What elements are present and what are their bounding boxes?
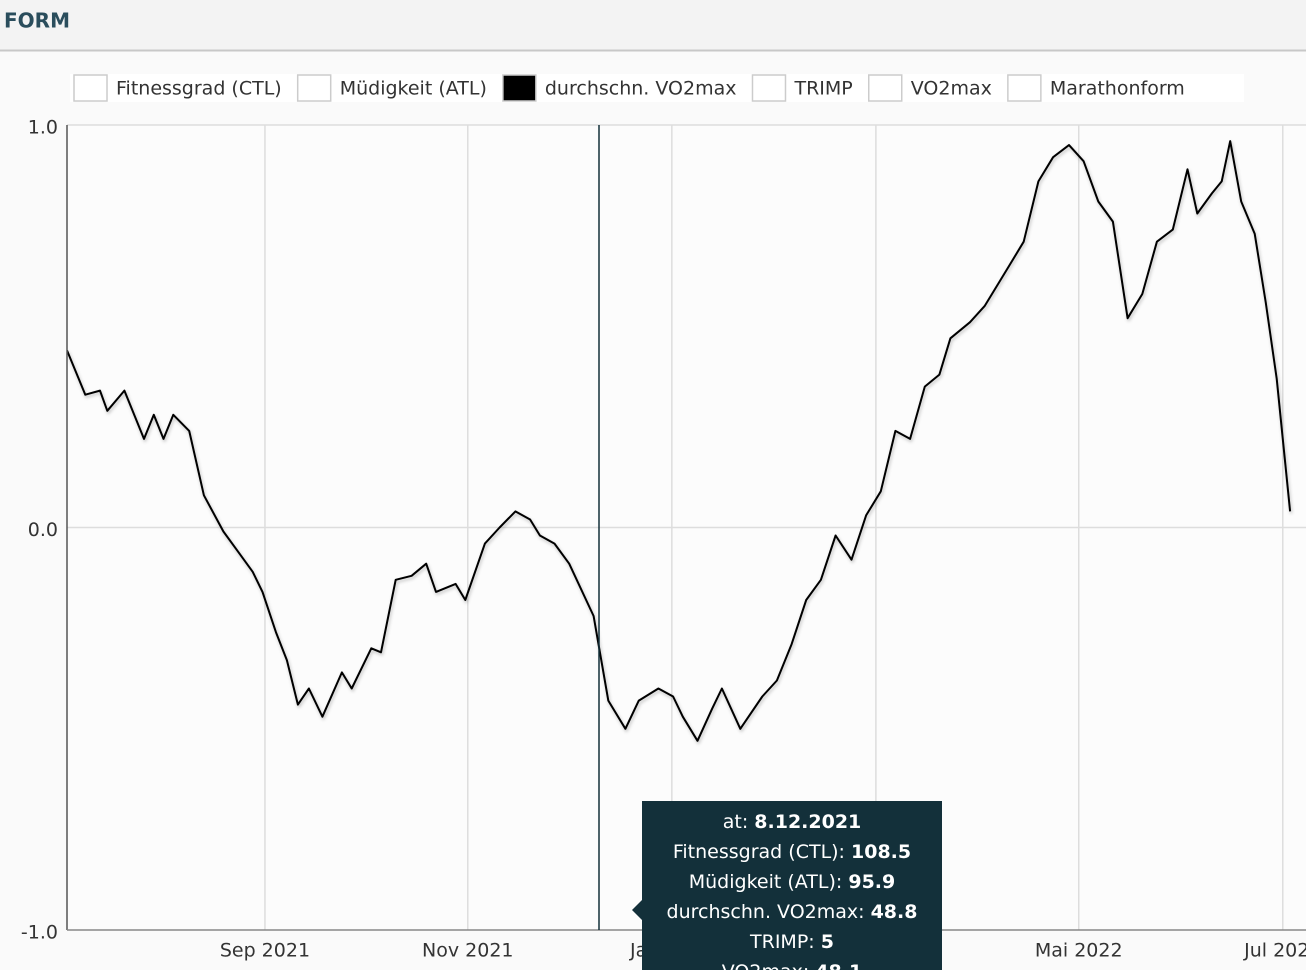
legend-label[interactable]: VO2max	[911, 78, 992, 100]
tooltip-line: durchschn. VO2max: 48.8	[667, 901, 918, 923]
tooltip-line: VO2max: 48.1	[722, 961, 862, 970]
page-title: FORM	[4, 9, 70, 33]
tooltip-value: 8.12.2021	[754, 811, 861, 833]
tooltip: at: 8.12.2021 Fitnessgrad (CTL): 108.5 Müd…	[632, 801, 942, 970]
y-tick-label: 1.0	[28, 117, 58, 139]
tooltip-value: 48.1	[815, 961, 862, 970]
legend-checkbox[interactable]	[502, 74, 537, 102]
tooltip-label: TRIMP:	[749, 931, 815, 953]
legend: Fitnessgrad (CTL) Müdigkeit (ATL) durchsch…	[73, 74, 1185, 102]
y-tick-label: -1.0	[21, 922, 58, 944]
x-tick-label: Jul 2022	[1243, 940, 1306, 962]
legend-checkbox[interactable]	[296, 74, 332, 102]
legend-label[interactable]: Fitnessgrad (CTL)	[116, 78, 282, 100]
legend-bg	[70, 74, 1244, 102]
legend-label[interactable]: durchschn. VO2max	[545, 78, 737, 100]
tooltip-label: VO2max:	[722, 961, 810, 970]
tooltip-value: 108.5	[851, 841, 911, 863]
x-tick-label: Nov 2021	[422, 940, 513, 962]
tooltip-line: Fitnessgrad (CTL): 108.5	[673, 841, 911, 863]
tooltip-label: Müdigkeit (ATL):	[689, 871, 843, 893]
tooltip-line: TRIMP: 5	[749, 931, 834, 953]
tooltip-value: 48.8	[871, 901, 918, 923]
tooltip-value: 5	[821, 931, 834, 953]
tooltip-label: Fitnessgrad (CTL):	[673, 841, 845, 863]
y-tick-label: 0.0	[28, 519, 58, 541]
plot	[67, 140, 1292, 742]
grid	[67, 124, 1306, 930]
x-tick-label: Sep 2021	[220, 940, 310, 962]
tooltip-label: at:	[723, 811, 749, 833]
legend-label[interactable]: Müdigkeit (ATL)	[340, 78, 487, 100]
tooltip-line: Müdigkeit (ATL): 95.9	[689, 871, 896, 893]
tooltip-bg	[642, 801, 942, 970]
legend-checkbox[interactable]	[868, 74, 903, 102]
legend-checkbox[interactable]	[1007, 74, 1042, 102]
legend-label[interactable]: Marathonform	[1050, 78, 1185, 100]
tooltip-label: durchschn. VO2max:	[667, 901, 865, 923]
legend-checkbox[interactable]	[751, 74, 787, 102]
legend-checkbox[interactable]	[73, 74, 108, 102]
x-tick-label: Mai 2022	[1035, 940, 1123, 962]
series-line	[67, 140, 1292, 742]
tooltip-arrow	[632, 900, 642, 920]
tooltip-value: 95.9	[848, 871, 895, 893]
legend-label[interactable]: TRIMP	[793, 78, 852, 100]
tooltip-line: at: 8.12.2021	[723, 811, 862, 833]
header-bar	[0, 0, 1306, 50]
